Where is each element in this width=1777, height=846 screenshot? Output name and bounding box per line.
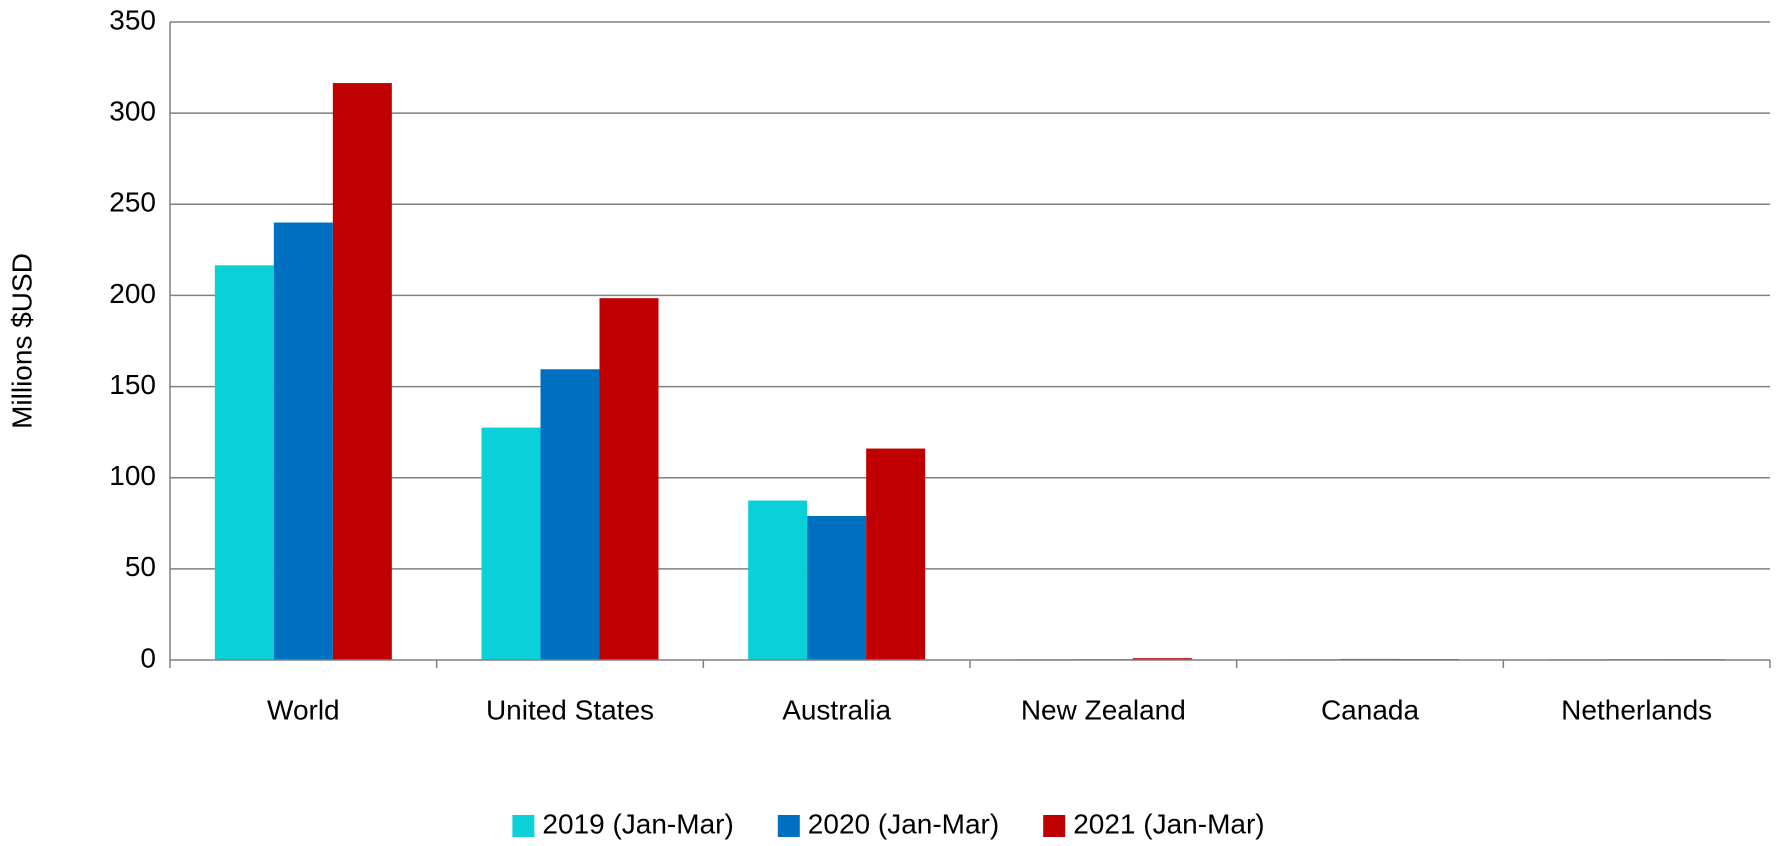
y-tick-labels: 0 50 100 150 200 250 300 350: [109, 4, 156, 673]
bar: [748, 500, 808, 660]
gridlines: [170, 21, 1770, 570]
axes: [169, 22, 1771, 668]
legend-label: 2021 (Jan-Mar): [1073, 808, 1264, 839]
bar: [540, 369, 600, 660]
y-tick-label: 250: [109, 187, 156, 218]
x-category-labels: World United States Australia New Zealand Ca…: [267, 694, 1712, 725]
y-tick-label: 0: [140, 642, 156, 673]
y-axis-title: Millions $USD: [6, 253, 37, 429]
x-category-label: Netherlands: [1561, 694, 1712, 725]
bar: [1132, 658, 1192, 660]
legend: 2019 (Jan-Mar) 2020 (Jan-Mar) 2021 (Jan-Ma…: [512, 808, 1265, 839]
x-category-label: World: [267, 694, 340, 725]
y-tick-label: 200: [109, 278, 156, 309]
bar: [599, 298, 659, 660]
bar: [332, 83, 392, 660]
legend-swatch: [512, 815, 535, 837]
y-tick-label: 50: [125, 551, 156, 582]
x-category-label: New Zealand: [1021, 694, 1186, 725]
x-category-label: Canada: [1321, 694, 1420, 725]
bars: [214, 83, 1726, 660]
y-tick-label: 100: [109, 460, 156, 491]
x-category-label: Australia: [782, 694, 891, 725]
legend-swatch: [1043, 815, 1066, 837]
bar: [866, 448, 926, 660]
y-tick-label: 300: [109, 96, 156, 127]
bar: [481, 427, 541, 660]
legend-label: 2019 (Jan-Mar): [542, 808, 733, 839]
x-category-label: United States: [486, 694, 654, 725]
y-tick-label: 350: [109, 4, 156, 35]
legend-label: 2020 (Jan-Mar): [808, 808, 999, 839]
bar: [273, 222, 333, 660]
legend-swatch: [777, 815, 800, 837]
y-tick-label: 150: [109, 369, 156, 400]
bar: [807, 515, 867, 660]
bar: [214, 265, 274, 660]
